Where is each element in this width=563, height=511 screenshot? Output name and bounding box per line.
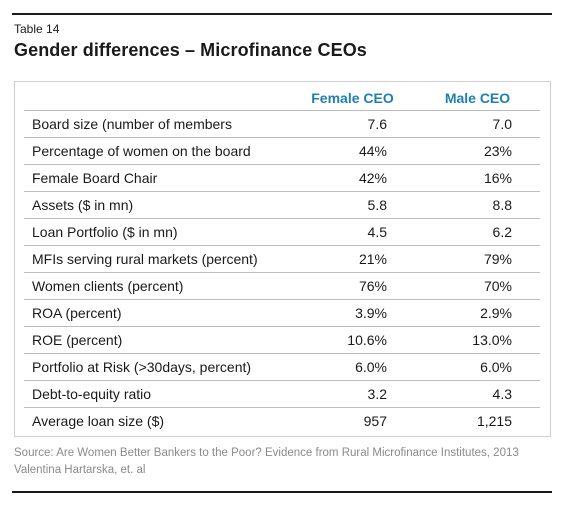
source-line-1: Source: Are Women Better Bankers to the … — [14, 447, 519, 459]
table-row: Assets ($ in mn) 5.8 8.8 — [24, 191, 540, 219]
female-ceo-value: 3.9% — [290, 299, 415, 327]
male-ceo-value: 70% — [415, 272, 540, 300]
data-table: Female CEO Male CEO Board size (number o… — [24, 85, 540, 434]
column-header-male-ceo: Male CEO — [415, 85, 540, 111]
table-row: Average loan size ($) 957 1,215 — [24, 408, 540, 435]
male-ceo-value: 6.2 — [415, 218, 540, 246]
table-row: Female Board Chair 42% 16% — [24, 164, 540, 192]
row-label: Average loan size ($) — [32, 413, 165, 429]
top-rule — [12, 13, 552, 15]
column-header-female-ceo: Female CEO — [290, 85, 415, 111]
row-label: Debt-to-equity ratio — [24, 380, 290, 408]
table-row: Percentage of women on the board 44% 23% — [24, 137, 540, 165]
male-ceo-value: 6.0% — [415, 353, 540, 381]
male-ceo-value: 2.9% — [415, 299, 540, 327]
female-ceo-value: 42% — [290, 164, 415, 192]
row-label: Women clients (percent) — [24, 272, 290, 300]
source-line-2: Valentina Hartarska, et. al — [14, 464, 146, 476]
row-label: Assets ($ in mn) — [24, 191, 290, 219]
female-ceo-value: 6.0% — [290, 353, 415, 381]
table-title: Gender differences – Microfinance CEOs — [14, 40, 367, 60]
row-label: Portfolio at Risk (>30days, percent) — [24, 353, 290, 381]
female-ceo-value: 3.2 — [290, 380, 415, 408]
bottom-rule — [12, 491, 552, 493]
row-label: ROA (percent) — [24, 299, 290, 327]
female-ceo-value: 5.8 — [290, 191, 415, 219]
female-ceo-value: 44% — [290, 137, 415, 165]
table-row: ROE (percent) 10.6% 13.0% — [24, 326, 540, 354]
male-ceo-value: 23% — [415, 137, 540, 165]
male-ceo-value: 7.0 — [415, 110, 540, 138]
male-ceo-value: 79% — [415, 245, 540, 273]
female-ceo-value: 957 — [363, 413, 387, 429]
row-label: Female Board Chair — [24, 164, 290, 192]
female-ceo-value: 21% — [290, 245, 415, 273]
male-ceo-value: 4.3 — [415, 380, 540, 408]
table-row: MFIs serving rural markets (percent) 21%… — [24, 245, 540, 273]
male-ceo-value: 13.0% — [415, 326, 540, 354]
row-label: ROE (percent) — [24, 326, 290, 354]
table-row: Portfolio at Risk (>30days, percent) 6.0… — [24, 353, 540, 381]
row-label: Percentage of women on the board — [24, 137, 290, 165]
row-label: MFIs serving rural markets (percent) — [24, 245, 290, 273]
table-row: Women clients (percent) 76% 70% — [24, 272, 540, 300]
male-ceo-value: 8.8 — [415, 191, 540, 219]
female-ceo-value: 4.5 — [290, 218, 415, 246]
male-ceo-value: 1,215 — [476, 413, 512, 429]
table-row: ROA (percent) 3.9% 2.9% — [24, 299, 540, 327]
source-note: Source: Are Women Better Bankers to the … — [14, 445, 554, 479]
male-ceo-value: 16% — [415, 164, 540, 192]
female-ceo-value: 76% — [290, 272, 415, 300]
table-row: Board size (number of members 7.6 7.0 — [24, 110, 540, 138]
table-number: Table 14 — [14, 22, 60, 36]
female-ceo-value: 10.6% — [290, 326, 415, 354]
column-header-metric — [24, 85, 290, 111]
header-row: Female CEO Male CEO — [24, 85, 540, 111]
table-row: Loan Portfolio ($ in mn) 4.5 6.2 — [24, 218, 540, 246]
female-ceo-value: 7.6 — [290, 110, 415, 138]
row-label: Board size (number of members — [24, 110, 290, 138]
row-label: Loan Portfolio ($ in mn) — [24, 218, 290, 246]
table-row: Debt-to-equity ratio 3.2 4.3 — [24, 380, 540, 408]
